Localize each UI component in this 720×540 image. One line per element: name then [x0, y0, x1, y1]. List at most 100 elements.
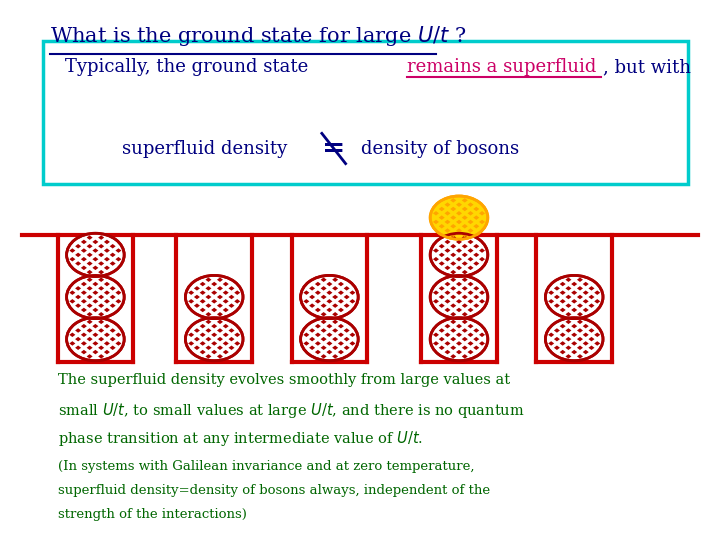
Polygon shape — [588, 328, 595, 333]
Polygon shape — [92, 248, 99, 253]
Polygon shape — [303, 291, 310, 295]
Polygon shape — [438, 337, 445, 341]
Polygon shape — [571, 308, 577, 312]
Polygon shape — [479, 248, 485, 253]
Polygon shape — [75, 328, 81, 333]
Polygon shape — [81, 341, 87, 346]
Polygon shape — [115, 341, 122, 346]
Polygon shape — [86, 303, 93, 308]
Circle shape — [546, 275, 603, 319]
Polygon shape — [444, 257, 451, 261]
Polygon shape — [467, 202, 474, 207]
Polygon shape — [320, 286, 327, 291]
Polygon shape — [444, 248, 451, 253]
Polygon shape — [450, 253, 456, 257]
Polygon shape — [115, 333, 122, 337]
Polygon shape — [349, 299, 356, 303]
Polygon shape — [462, 346, 468, 350]
Polygon shape — [462, 286, 468, 291]
Polygon shape — [98, 320, 104, 324]
Polygon shape — [81, 240, 87, 244]
Polygon shape — [320, 295, 327, 299]
Polygon shape — [479, 341, 485, 346]
Polygon shape — [98, 354, 104, 359]
Polygon shape — [86, 244, 93, 248]
Polygon shape — [222, 308, 229, 312]
Polygon shape — [199, 324, 206, 328]
Polygon shape — [69, 341, 76, 346]
Polygon shape — [75, 244, 81, 248]
Polygon shape — [571, 341, 577, 346]
Polygon shape — [444, 211, 451, 215]
Polygon shape — [332, 286, 338, 291]
Polygon shape — [438, 224, 445, 228]
Polygon shape — [211, 308, 217, 312]
Polygon shape — [594, 291, 600, 295]
Polygon shape — [433, 299, 439, 303]
Polygon shape — [343, 346, 350, 350]
Polygon shape — [588, 346, 595, 350]
Polygon shape — [467, 324, 474, 328]
Polygon shape — [205, 312, 212, 316]
Polygon shape — [228, 295, 235, 299]
Polygon shape — [199, 282, 206, 286]
Polygon shape — [338, 299, 344, 303]
Polygon shape — [343, 328, 350, 333]
Polygon shape — [320, 337, 327, 341]
Polygon shape — [81, 333, 87, 337]
Circle shape — [67, 318, 125, 361]
Polygon shape — [456, 202, 462, 207]
Polygon shape — [75, 261, 81, 266]
Polygon shape — [349, 291, 356, 295]
Polygon shape — [456, 211, 462, 215]
Polygon shape — [222, 291, 229, 295]
Polygon shape — [554, 337, 560, 341]
Polygon shape — [109, 328, 116, 333]
Polygon shape — [594, 341, 600, 346]
Polygon shape — [343, 286, 350, 291]
Polygon shape — [86, 261, 93, 266]
Polygon shape — [332, 278, 338, 282]
Polygon shape — [467, 257, 474, 261]
Polygon shape — [462, 354, 468, 359]
Polygon shape — [565, 312, 572, 316]
Polygon shape — [548, 291, 554, 295]
Polygon shape — [456, 333, 462, 337]
Polygon shape — [565, 320, 572, 324]
Polygon shape — [456, 308, 462, 312]
Polygon shape — [559, 324, 566, 328]
Polygon shape — [211, 350, 217, 354]
Text: phase transition at any intermediate value of $U/t$.: phase transition at any intermediate val… — [58, 429, 423, 448]
Polygon shape — [205, 337, 212, 341]
Polygon shape — [217, 337, 223, 341]
Polygon shape — [199, 308, 206, 312]
Polygon shape — [456, 240, 462, 244]
Polygon shape — [205, 346, 212, 350]
Polygon shape — [326, 308, 333, 312]
Polygon shape — [338, 291, 344, 295]
Polygon shape — [571, 282, 577, 286]
Polygon shape — [205, 354, 212, 359]
Polygon shape — [320, 354, 327, 359]
Polygon shape — [554, 328, 560, 333]
Polygon shape — [456, 282, 462, 286]
Polygon shape — [115, 291, 122, 295]
Polygon shape — [69, 333, 76, 337]
Polygon shape — [462, 328, 468, 333]
Polygon shape — [194, 346, 200, 350]
Polygon shape — [326, 291, 333, 295]
Polygon shape — [326, 299, 333, 303]
Polygon shape — [228, 286, 235, 291]
Polygon shape — [450, 278, 456, 282]
Polygon shape — [456, 248, 462, 253]
Polygon shape — [456, 324, 462, 328]
Polygon shape — [565, 337, 572, 341]
Polygon shape — [98, 278, 104, 282]
Polygon shape — [548, 299, 554, 303]
Polygon shape — [98, 295, 104, 299]
Polygon shape — [81, 299, 87, 303]
Polygon shape — [222, 324, 229, 328]
Polygon shape — [222, 299, 229, 303]
Polygon shape — [450, 270, 456, 274]
Polygon shape — [479, 291, 485, 295]
